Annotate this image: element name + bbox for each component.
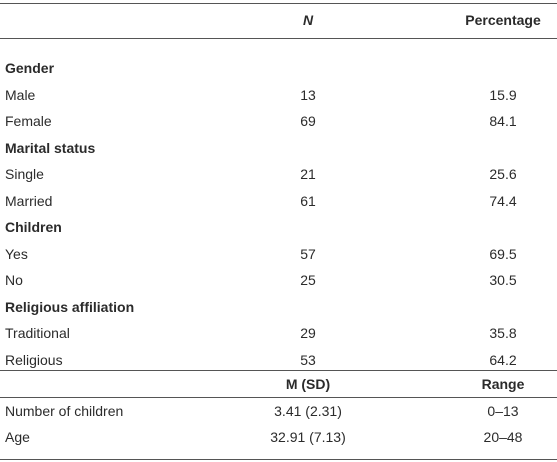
- cell-value: 69.5: [489, 245, 517, 262]
- row-label: Traditional: [5, 325, 70, 341]
- cell-value: 61: [300, 192, 316, 209]
- cell-value: 35.8: [489, 325, 517, 341]
- row-label: Age: [5, 429, 30, 445]
- cell-value: 3.41 (2.31): [274, 403, 342, 419]
- cell-value: 25.6: [489, 166, 517, 182]
- section-title: Gender: [5, 60, 55, 76]
- cell-value: 30.5: [489, 272, 517, 288]
- cell-value: 64.2: [489, 351, 517, 368]
- column-header: Percentage: [465, 12, 541, 28]
- row-label: Number of children: [5, 403, 124, 419]
- column-header: M (SD): [285, 376, 331, 392]
- row-label: Religious: [5, 351, 63, 368]
- row-label: Male: [5, 86, 36, 103]
- cell-value: 84.1: [489, 113, 517, 129]
- rule: [0, 3, 557, 4]
- row-label: Married: [5, 192, 53, 209]
- cell-value: 53: [300, 351, 316, 368]
- column-header: Range: [481, 376, 525, 392]
- rule: [0, 370, 557, 371]
- cell-value: 69: [300, 113, 316, 129]
- cell-value: 74.4: [489, 192, 517, 209]
- row-label: Female: [5, 113, 52, 129]
- cell-value: 0–13: [487, 403, 519, 419]
- row-label: Single: [5, 166, 44, 182]
- cell-value: 25: [300, 272, 316, 288]
- column-header: N: [302, 12, 314, 28]
- row-label: No: [5, 272, 23, 288]
- cell-value: 15.9: [489, 86, 517, 103]
- section-title: Children: [5, 219, 62, 235]
- section-title: Religious affiliation: [5, 298, 135, 315]
- row-label: Yes: [5, 245, 28, 262]
- cell-value: 20–48: [483, 429, 523, 445]
- cell-value: 29: [300, 325, 316, 341]
- cell-value: 57: [300, 245, 316, 262]
- cell-value: 21: [300, 166, 316, 182]
- rule: [0, 397, 557, 398]
- section-title: Marital status: [5, 139, 96, 156]
- rule: [0, 459, 557, 460]
- cell-value: 32.91 (7.13): [270, 429, 346, 445]
- cell-value: 13: [300, 86, 316, 103]
- rule: [0, 38, 557, 39]
